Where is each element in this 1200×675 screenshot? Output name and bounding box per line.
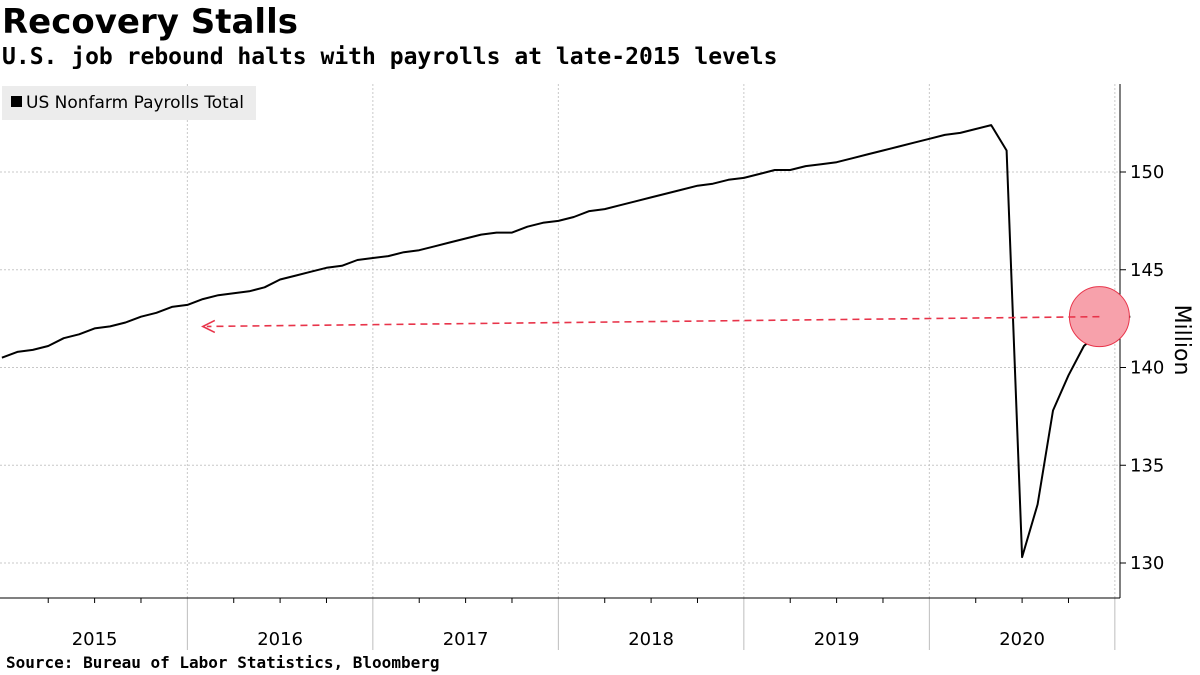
legend: US Nonfarm Payrolls Total xyxy=(2,86,256,120)
x-tick-label: 2020 xyxy=(999,629,1045,650)
y-tick-label: 135 xyxy=(1130,455,1164,476)
chart-title: Recovery Stalls xyxy=(2,2,298,42)
annotation-layer xyxy=(201,286,1130,348)
annotation-arrow-line xyxy=(206,315,1100,328)
x-tick-label: 2018 xyxy=(628,629,674,650)
chart-subtitle: U.S. job rebound halts with payrolls at … xyxy=(2,44,778,70)
x-axis-labels: 2015 2016 2017 2018 2019 2020 xyxy=(72,629,1045,650)
series-layer xyxy=(1,124,1131,559)
y-axis-labels: 130 135 140 145 150 xyxy=(1130,162,1164,574)
legend-swatch xyxy=(11,96,22,107)
annotation-arrowhead xyxy=(201,319,216,334)
x-tick-label: 2017 xyxy=(443,629,489,650)
y-tick-label: 130 xyxy=(1130,553,1164,574)
legend-label: US Nonfarm Payrolls Total xyxy=(26,93,244,113)
legend-box xyxy=(2,86,256,120)
x-tick-label: 2016 xyxy=(257,629,303,650)
payrolls-series-line xyxy=(1,124,1131,559)
y-tick-label: 145 xyxy=(1130,260,1164,281)
axes xyxy=(0,84,1126,650)
source-note: Source: Bureau of Labor Statistics, Bloo… xyxy=(6,653,440,672)
y-axis-title: Million xyxy=(1169,305,1194,376)
x-tick-label: 2015 xyxy=(72,629,118,650)
x-tick-label: 2019 xyxy=(814,629,860,650)
y-tick-label: 150 xyxy=(1130,162,1164,183)
gridlines xyxy=(0,84,1120,598)
y-tick-label: 140 xyxy=(1130,358,1164,379)
